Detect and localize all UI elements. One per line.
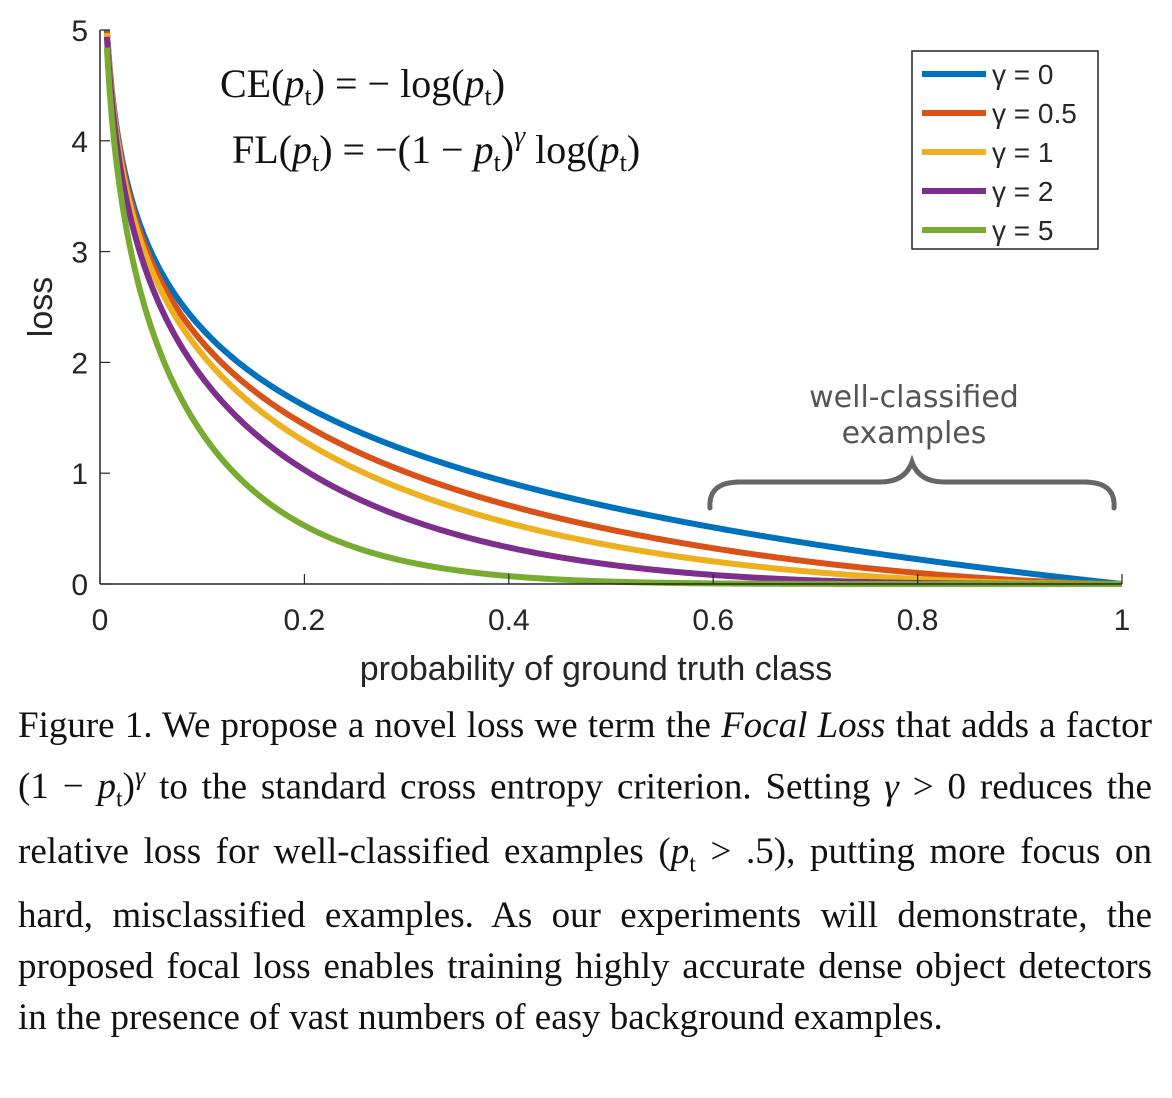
figure-caption: Figure 1. We propose a novel loss we ter… <box>18 700 1152 1043</box>
axis-ticks: 0 0.2 0.4 0.6 0.8 1 0 1 2 3 4 5 <box>71 15 1130 637</box>
y-axis-label: loss <box>22 277 60 337</box>
caption-focal-loss: Focal Loss <box>721 705 886 746</box>
formula-fl: FL(pt) = −(1 − pt)γ log(pt) <box>232 121 640 177</box>
legend-label: γ = 0.5 <box>992 98 1077 129</box>
caption-text-4: reduces the relative loss for well-class… <box>18 766 1152 872</box>
legend-label: γ = 2 <box>992 176 1053 207</box>
x-tick-label: 0.6 <box>692 604 734 637</box>
x-tick-label: 0.2 <box>284 604 326 637</box>
focal-loss-chart: 0 0.2 0.4 0.6 0.8 1 0 1 2 3 4 5 probability of grou… <box>22 15 1130 688</box>
annotation-line-1: well-classified <box>809 380 1019 415</box>
legend: γ = 0 γ = 0.5 γ = 1 γ = 2 γ = 5 <box>911 50 1099 250</box>
x-axis-label: probability of ground truth class <box>360 650 832 688</box>
curly-brace <box>707 454 1117 511</box>
y-tick-label: 1 <box>71 458 88 491</box>
legend-label: γ = 0 <box>992 59 1053 90</box>
x-tick-label: 0.8 <box>897 604 939 637</box>
formula-ce: CE(pt) = − log(pt) <box>220 61 505 111</box>
caption-gamma-condition: γ > 0 <box>884 766 966 808</box>
caption-factor: (1 − pt)γ <box>18 762 146 813</box>
legend-label: γ = 1 <box>992 137 1053 168</box>
caption-pt-condition: (pt > .5) <box>658 830 787 878</box>
caption-text-1: We propose a novel loss we term the <box>152 705 722 746</box>
series-line-gamma-0-5 <box>103 31 1123 587</box>
x-tick-label: 0 <box>92 604 109 637</box>
y-tick-label: 0 <box>71 569 88 602</box>
caption-text-3: to the standard cross entropy criterion.… <box>145 766 885 808</box>
svg-text:CE(pt) = − log(pt): CE(pt) = − log(pt) <box>220 61 505 111</box>
y-tick-label: 4 <box>71 126 88 159</box>
well-classified-annotation: well-classified examples <box>707 380 1117 511</box>
svg-text:FL(pt) = −(1 − pt)γ log(pt): FL(pt) = −(1 − pt)γ log(pt) <box>232 121 640 177</box>
caption-figure-label: Figure 1. <box>18 705 153 746</box>
caption-text-2: that adds a factor <box>885 705 1152 746</box>
legend-label: γ = 5 <box>992 215 1053 246</box>
x-tick-label: 0.4 <box>488 604 530 637</box>
annotation-line-2: examples <box>842 416 987 451</box>
y-tick-label: 3 <box>71 237 88 270</box>
x-tick-label: 1 <box>1114 604 1131 637</box>
y-tick-label: 2 <box>71 347 88 380</box>
series-line-gamma-0 <box>103 29 1123 587</box>
y-tick-label: 5 <box>71 15 88 48</box>
caption-text-5: , putting more focus on hard, misclassif… <box>18 830 1152 1039</box>
